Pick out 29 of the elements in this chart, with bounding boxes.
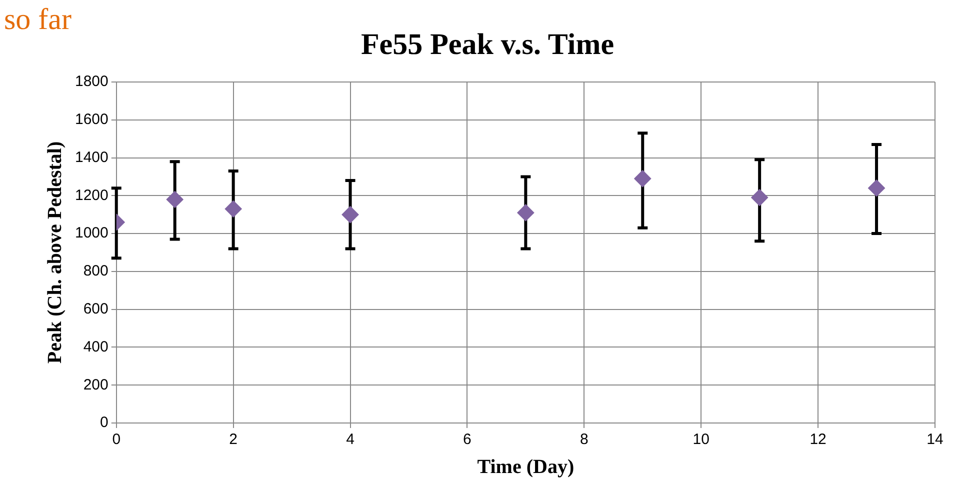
y-tick-label: 1600 bbox=[74, 111, 108, 128]
y-tick-label: 400 bbox=[83, 338, 108, 356]
y-tick-label: 1000 bbox=[74, 224, 108, 242]
point bbox=[342, 206, 359, 224]
x-tick-label: 4 bbox=[346, 431, 354, 448]
y-tick-label: 1400 bbox=[74, 148, 108, 166]
x-tick-label: 6 bbox=[463, 431, 472, 448]
point bbox=[517, 204, 534, 222]
y-axis-title: Peak (Ch. above Pedestal) bbox=[44, 141, 66, 364]
x-tick-label: 14 bbox=[926, 431, 944, 448]
point bbox=[224, 200, 242, 218]
y-tick-label: 600 bbox=[83, 300, 108, 318]
y-tick-label: 800 bbox=[83, 262, 108, 280]
y-tick-label: 1200 bbox=[74, 186, 108, 204]
text: so far bbox=[4, 2, 72, 36]
y-tick-label: 0 bbox=[100, 414, 108, 432]
x-axis-title: Time (Day) bbox=[477, 456, 574, 478]
x-tick-label: 0 bbox=[112, 431, 121, 448]
x-tick-label: 2 bbox=[229, 431, 238, 448]
x-tick-label: 10 bbox=[692, 431, 710, 448]
x-tick-label: 12 bbox=[810, 431, 826, 448]
point bbox=[166, 190, 184, 208]
x-tick-label: 8 bbox=[580, 431, 588, 448]
point bbox=[634, 170, 652, 188]
point bbox=[868, 180, 886, 197]
y-tick-label: 1800 bbox=[74, 73, 108, 90]
chart-title: Fe55 Peak v.s. Time bbox=[360, 28, 614, 61]
point bbox=[751, 189, 768, 206]
y-tick-label: 200 bbox=[83, 376, 108, 394]
